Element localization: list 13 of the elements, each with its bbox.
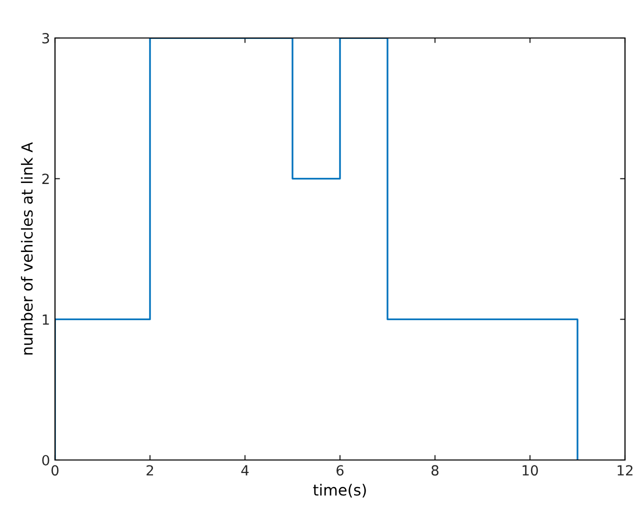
x-tick-label: 2 xyxy=(146,465,154,476)
y-tick-label: 0 xyxy=(42,454,50,466)
y-tick-label: 3 xyxy=(42,32,50,44)
x-tick-label: 10 xyxy=(522,465,538,476)
y-axis-title: number of vehicles at link A xyxy=(20,142,33,355)
x-tick-label: 6 xyxy=(336,465,344,476)
x-tick-label: 4 xyxy=(241,465,249,476)
y-tick-label: 1 xyxy=(42,314,49,325)
y-tick-label: 2 xyxy=(42,174,49,184)
x-axis-title: time(s) xyxy=(313,484,366,498)
x-tick-label: 12 xyxy=(618,465,632,476)
x-tick-label: 0 xyxy=(51,465,58,476)
x-tick-label: 8 xyxy=(432,465,438,476)
